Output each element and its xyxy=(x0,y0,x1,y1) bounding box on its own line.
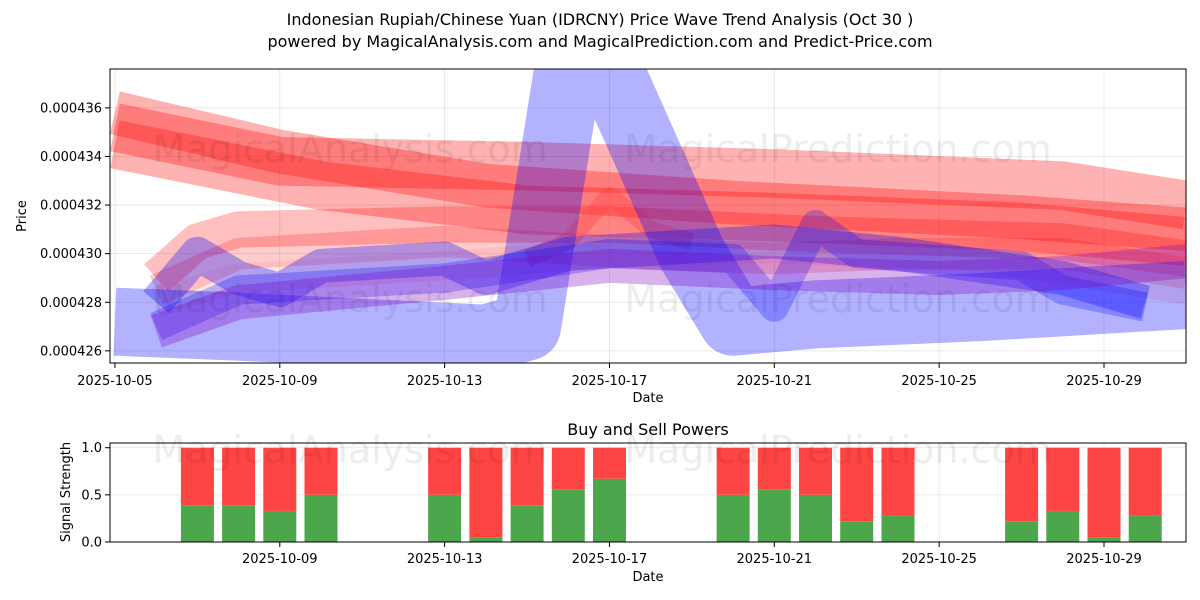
blue-wave-1 xyxy=(113,69,1186,363)
sell-bar xyxy=(304,447,338,495)
watermark: MagicalPrediction.com xyxy=(624,127,1052,171)
sell-bar xyxy=(799,447,832,495)
buy-bar xyxy=(1005,521,1039,542)
watermark: MagicalAnalysis.com xyxy=(152,428,547,472)
buy-bar xyxy=(304,494,338,542)
buy-bar xyxy=(881,515,915,542)
sell-bar xyxy=(1046,447,1080,511)
bars-xlabel: Date xyxy=(632,570,663,585)
buy-bar xyxy=(840,521,874,542)
buy-bar xyxy=(757,489,791,542)
sell-bar xyxy=(222,447,256,506)
x-tick-label: 2025-10-29 xyxy=(1066,374,1142,389)
red-spike xyxy=(523,186,695,267)
bars-group xyxy=(180,447,1162,542)
buy-bar xyxy=(222,505,256,542)
buy-bar xyxy=(799,494,832,542)
x-tick-label: 2025-10-09 xyxy=(242,374,318,389)
red-wave-3 xyxy=(110,103,1186,230)
y-tick-label: 0.000426 xyxy=(40,344,102,359)
x-tick-label: 2025-10-09 xyxy=(242,552,318,567)
price-y-ticks: 0.000426 0.000428 0.000430 0.000432 0.000434… xyxy=(40,101,110,359)
sell-bar xyxy=(881,447,915,516)
y-tick-label: 0.000436 xyxy=(40,101,102,116)
sell-bar xyxy=(469,447,503,538)
sell-bar xyxy=(428,447,462,495)
x-tick-label: 2025-10-17 xyxy=(572,552,648,567)
watermark: MagicalPrediction.com xyxy=(624,277,1052,321)
sell-bar xyxy=(757,447,791,490)
x-tick-label: 2025-10-13 xyxy=(407,552,483,567)
y-tick-label: 0.5 xyxy=(81,488,102,503)
bars-y-ticks: 0.0 0.5 1.0 xyxy=(81,441,110,551)
sell-bar xyxy=(180,447,214,506)
buy-bar xyxy=(428,494,462,542)
bars-title: Buy and Sell Powers xyxy=(567,420,729,439)
price-xlabel: Date xyxy=(632,391,663,406)
red-wave-1 xyxy=(110,91,1186,252)
price-grid xyxy=(110,69,1186,363)
sell-bar xyxy=(593,447,626,479)
red-wave-6 xyxy=(152,234,1186,317)
sell-bar xyxy=(716,447,750,495)
sell-bar xyxy=(263,447,297,511)
y-tick-label: 0.000434 xyxy=(40,150,102,165)
x-tick-label: 2025-10-25 xyxy=(901,374,977,389)
buy-bar xyxy=(510,505,544,542)
sell-bar xyxy=(1128,447,1162,516)
sell-bar xyxy=(1087,447,1121,538)
sell-bar xyxy=(1005,447,1039,522)
sell-bar xyxy=(840,447,874,522)
buy-bar xyxy=(263,510,297,542)
x-tick-label: 2025-10-17 xyxy=(572,374,648,389)
watermark: MagicalPrediction.com xyxy=(624,428,1052,472)
buy-bar xyxy=(1046,510,1080,542)
price-watermarks: MagicalAnalysis.com MagicalPrediction.com… xyxy=(152,127,1051,321)
red-wave-4 xyxy=(144,206,1186,292)
watermark: MagicalAnalysis.com xyxy=(152,127,547,171)
y-tick-label: 0.0 xyxy=(81,536,102,551)
chart-subtitle: powered by MagicalAnalysis.com and Magic… xyxy=(267,32,933,51)
price-ylabel: Price xyxy=(15,200,30,232)
bars-axes-frame xyxy=(109,442,1187,543)
y-tick-label: 0.000428 xyxy=(40,296,102,311)
blue-wave-2 xyxy=(143,224,1151,319)
buy-bar xyxy=(551,489,585,542)
y-tick-label: 1.0 xyxy=(81,441,102,456)
buy-bar xyxy=(1128,515,1162,542)
red-wave-5 xyxy=(149,225,1186,305)
buy-bar xyxy=(180,505,214,542)
buy-bar xyxy=(716,494,750,542)
x-tick-label: 2025-10-21 xyxy=(737,374,813,389)
y-tick-label: 0.000430 xyxy=(40,247,102,262)
x-tick-label: 2025-10-13 xyxy=(407,374,483,389)
x-tick-label: 2025-10-25 xyxy=(901,552,977,567)
watermark: MagicalAnalysis.com xyxy=(152,277,547,321)
x-tick-label: 2025-10-05 xyxy=(77,374,153,389)
bars-x-ticks: 2025-10-09 2025-10-13 2025-10-17 2025-10-21… xyxy=(242,542,1142,567)
price-waves xyxy=(110,69,1186,363)
y-tick-label: 0.000432 xyxy=(40,199,102,214)
red-wave-2 xyxy=(110,120,1186,266)
x-tick-label: 2025-10-29 xyxy=(1066,552,1142,567)
buy-bar xyxy=(1087,537,1121,542)
sell-bar xyxy=(510,447,544,506)
x-tick-label: 2025-10-21 xyxy=(737,552,813,567)
chart-title: Indonesian Rupiah/Chinese Yuan (IDRCNY) … xyxy=(286,10,914,29)
bars-ylabel: Signal Strength xyxy=(59,442,74,542)
price-axes-frame xyxy=(109,68,1187,364)
price-x-ticks: 2025-10-05 2025-10-09 2025-10-13 2025-10-17… xyxy=(77,363,1142,389)
buy-bar xyxy=(469,537,503,542)
sell-bar xyxy=(551,447,585,490)
buy-bar xyxy=(593,478,626,542)
bars-watermarks: MagicalAnalysis.com MagicalPrediction.com xyxy=(152,428,1051,472)
purple-wave xyxy=(150,244,1186,348)
blue-wave-3 xyxy=(150,209,1149,340)
